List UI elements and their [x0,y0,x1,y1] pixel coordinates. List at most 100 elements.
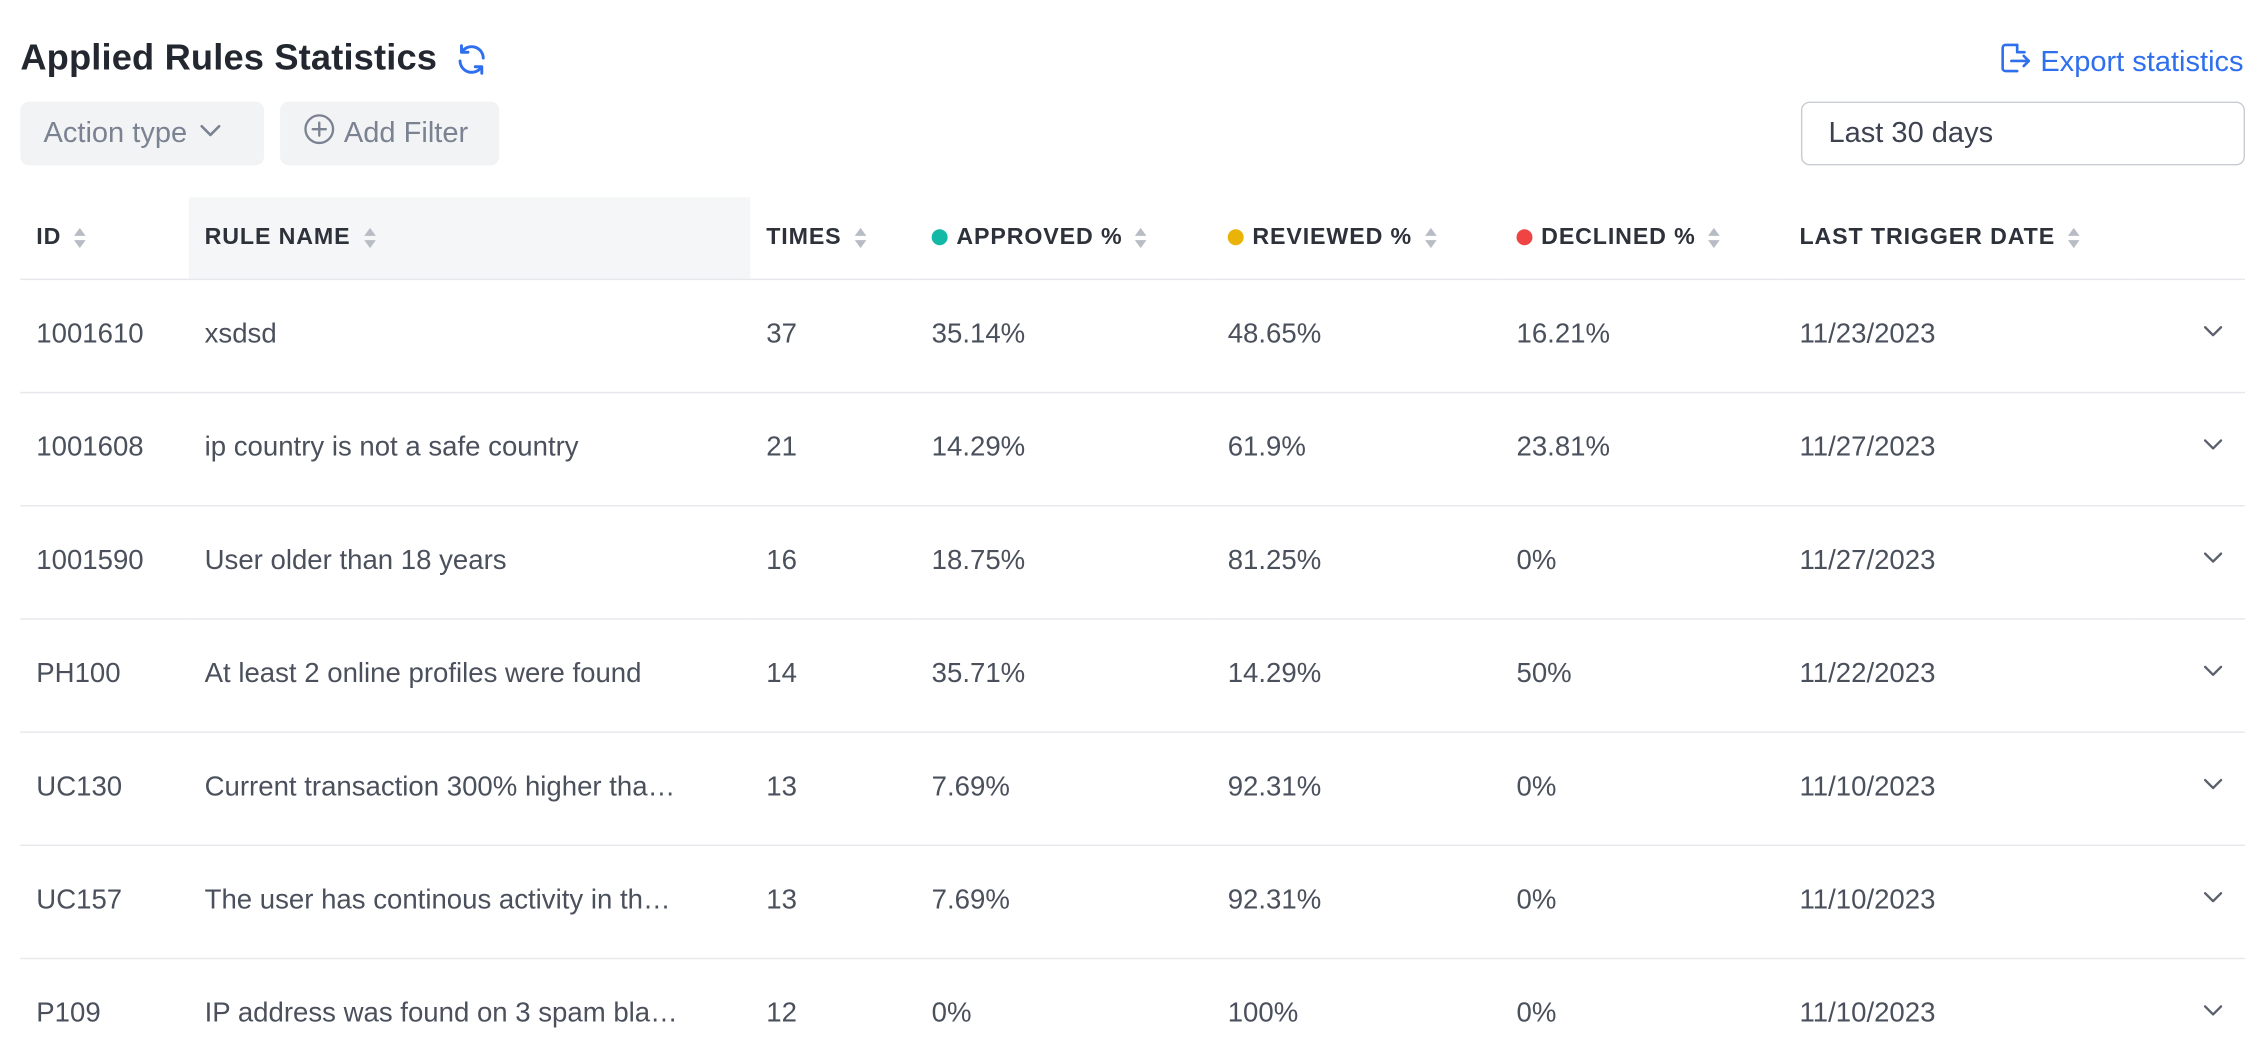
cell-reviewed: 100% [1211,957,1501,1048]
action-type-label: Action type [43,116,188,149]
cell-times: 14 [750,618,916,733]
refresh-icon[interactable] [455,41,490,76]
expand-row-button[interactable] [2131,618,2246,733]
cell-approved: 18.75% [915,505,1212,619]
cell-times: 16 [750,505,916,619]
cell-reviewed: 92.31% [1211,844,1501,959]
date-range-value: Last 30 days [1828,116,1994,149]
cell-times: 13 [750,844,916,959]
column-header-declined[interactable]: DECLINED % [1500,197,1784,280]
expand-row-button[interactable] [2131,278,2246,393]
sort-icon [853,226,868,249]
cell-id: UC130 [20,731,189,846]
column-header-expand [2131,197,2246,280]
table-row[interactable]: UC157 The user has continous activity in… [20,844,2246,959]
date-range-select[interactable]: Last 30 days [1800,101,2246,166]
cell-rule-name: User older than 18 years [188,505,751,619]
cell-id: 1001590 [20,505,189,619]
column-header-times[interactable]: TIMES [750,197,916,280]
cell-reviewed: 92.31% [1211,731,1501,846]
cell-declined: 23.81% [1500,391,1784,506]
cell-rule-name: Current transaction 300% higher tha… [188,731,751,846]
add-filter-button[interactable]: Add Filter [280,101,500,166]
column-header-reviewed[interactable]: REVIEWED % [1211,197,1501,280]
cell-declined: 0% [1500,957,1784,1048]
column-header-approved[interactable]: APPROVED % [915,197,1212,280]
cell-date: 11/27/2023 [1783,391,2132,506]
plus-circle-icon [303,113,344,154]
cell-declined: 0% [1500,505,1784,619]
cell-approved: 7.69% [915,844,1212,959]
chevron-down-icon [2201,659,2224,689]
reviewed-dot-icon [1227,228,1244,245]
table-row[interactable]: UC130 Current transaction 300% higher th… [20,731,2246,846]
column-header-last-trigger-date[interactable]: LAST TRIGGER DATE [1783,197,2132,280]
column-label: REVIEWED % [1252,224,1413,250]
table-row[interactable]: 1001610 xsdsd 37 35.14% 48.65% 16.21% 11… [20,278,2246,393]
export-label: Export statistics [2040,45,2244,78]
expand-row-button[interactable] [2131,391,2246,506]
page-title: Applied Rules Statistics [20,37,438,79]
cell-reviewed: 14.29% [1211,618,1501,733]
column-label: DECLINED % [1541,224,1696,250]
table-row[interactable]: P109 IP address was found on 3 spam bla…… [20,957,2246,1048]
cell-declined: 0% [1500,731,1784,846]
column-header-rule-name[interactable]: RULE NAME [188,197,751,280]
sort-icon [1707,226,1722,249]
title-wrap: Applied Rules Statistics [20,38,489,80]
export-statistics-button[interactable]: Export statistics [1997,41,2244,85]
sort-icon [2067,226,2082,249]
filter-bar: Action type Add Filter Last 30 days [0,90,2258,177]
cell-date: 11/10/2023 [1783,957,2132,1048]
cell-rule-name: At least 2 online profiles were found [188,618,751,733]
export-icon [1997,41,2041,85]
action-type-dropdown[interactable]: Action type [20,101,265,166]
table-row[interactable]: 1001590 User older than 18 years 16 18.7… [20,505,2246,619]
cell-id: PH100 [20,618,189,733]
chevron-down-icon [2201,319,2224,349]
table-row[interactable]: 1001608 ip country is not a safe country… [20,391,2246,506]
cell-approved: 7.69% [915,731,1212,846]
table-row[interactable]: PH100 At least 2 online profiles were fo… [20,618,2246,733]
cell-reviewed: 81.25% [1211,505,1501,619]
column-label: LAST TRIGGER DATE [1799,224,2056,250]
cell-approved: 0% [915,957,1212,1048]
cell-id: 1001608 [20,391,189,506]
column-label: APPROVED % [956,224,1123,250]
sort-icon [362,226,377,249]
cell-declined: 50% [1500,618,1784,733]
table-header-row: ID RULE NAME TIMES APPROVED % REVIEWED %… [20,197,2246,280]
cell-id: 1001610 [20,278,189,393]
expand-row-button[interactable] [2131,844,2246,959]
cell-reviewed: 61.9% [1211,391,1501,506]
cell-date: 11/22/2023 [1783,618,2132,733]
column-header-id[interactable]: ID [20,197,189,280]
cell-id: UC157 [20,844,189,959]
page-header: Applied Rules Statistics Export [0,0,2258,90]
column-label: RULE NAME [204,224,351,250]
cell-times: 12 [750,957,916,1048]
chevron-down-icon [2201,546,2224,576]
cell-date: 11/10/2023 [1783,844,2132,959]
cell-times: 21 [750,391,916,506]
cell-times: 13 [750,731,916,846]
cell-date: 11/10/2023 [1783,731,2132,846]
expand-row-button[interactable] [2131,505,2246,619]
cell-approved: 35.71% [915,618,1212,733]
chevron-down-icon [2201,772,2224,802]
cell-approved: 14.29% [915,391,1212,506]
approved-dot-icon [931,228,948,245]
cell-approved: 35.14% [915,278,1212,393]
cell-times: 37 [750,278,916,393]
cell-declined: 16.21% [1500,278,1784,393]
expand-row-button[interactable] [2131,957,2246,1048]
expand-row-button[interactable] [2131,731,2246,846]
column-label: ID [36,224,62,250]
sort-icon [1134,226,1149,249]
add-filter-label: Add Filter [343,116,469,149]
chevron-down-icon [2201,885,2224,915]
chevron-down-icon [187,117,222,150]
cell-rule-name: The user has continous activity in th… [188,844,751,959]
declined-dot-icon [1516,228,1533,245]
cell-rule-name: IP address was found on 3 spam bla… [188,957,751,1048]
